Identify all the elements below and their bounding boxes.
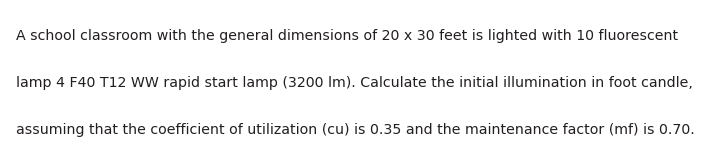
Text: assuming that the coefficient of utilization (cu) is 0.35 and the maintenance fa: assuming that the coefficient of utiliza… <box>16 123 694 137</box>
Text: lamp 4 F40 T12 WW rapid start lamp (3200 lm). Calculate the initial illumination: lamp 4 F40 T12 WW rapid start lamp (3200… <box>16 76 692 90</box>
Text: A school classroom with the general dimensions of 20 x 30 feet is lighted with 1: A school classroom with the general dime… <box>16 29 678 43</box>
